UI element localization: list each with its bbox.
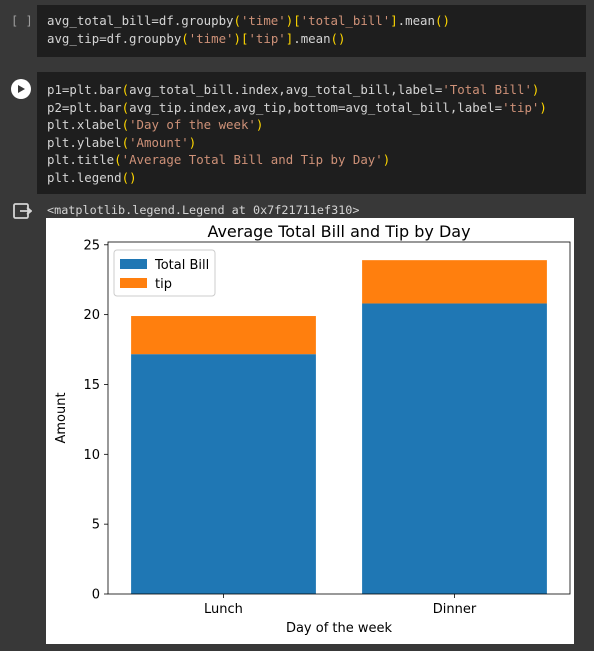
cell-2-code-token: ) — [382, 152, 391, 168]
cell-2-code-token: p1=plt.bar — [47, 82, 122, 97]
cell-2-code-token: 'Total Bill' — [442, 82, 532, 97]
chart-figure: Lunch Dinner 0 5 10 15 20 25 Average Total Bill … — [46, 218, 574, 644]
cell-1-code-token: ] — [390, 13, 398, 28]
y-tick-label: 20 — [83, 308, 100, 323]
cell-1-code-token: 'time' — [188, 30, 234, 46]
y-tick-label: 15 — [83, 378, 100, 393]
chart-title: Average Total Bill and Tip by Day — [207, 222, 470, 241]
bar-total-bill-dinner — [362, 303, 547, 594]
legend-swatch-tip — [120, 278, 147, 288]
cell-2-code-line: p1=plt.bar(avg_total_bill.index,avg_tota… — [47, 81, 539, 99]
y-axis-label: Amount — [54, 392, 69, 443]
cell-1-code-token: ] — [285, 30, 294, 46]
y-tick-label: 5 — [92, 518, 100, 533]
cell-1-code-token: 'time' — [240, 13, 286, 28]
cell-1-code-token: ( — [233, 13, 241, 28]
cell-2-code-token: ) — [188, 134, 197, 150]
cell-output-text: <matplotlib.legend.Legend at 0x7f21711ef… — [47, 203, 360, 217]
cell-1-code-token: 'total_bill' — [300, 13, 391, 28]
cell-2-code-token: ( — [114, 152, 122, 168]
x-tick-label: Dinner — [433, 602, 477, 617]
cell-2-code-token: plt.title — [47, 152, 115, 168]
cell-2-code-token: () — [121, 170, 137, 185]
code-cell-1: [ ] avg_total_bill=df.groupby('time')['t… — [0, 0, 594, 60]
cell-1-code-token: 'tip' — [248, 30, 286, 46]
cell-2-editor[interactable]: p1=plt.bar(avg_total_bill.index,avg_tota… — [37, 72, 586, 194]
cell-2-code-line: plt.xlabel('Day of the week') — [47, 116, 263, 134]
x-tick-label: Lunch — [204, 602, 243, 617]
cell-1-code-token: ( — [181, 30, 189, 46]
cell-1-code-token: .mean — [293, 30, 331, 46]
y-tick-label: 10 — [83, 448, 100, 463]
cell-2-code-line: plt.legend() — [47, 169, 137, 187]
y-tick-label: 25 — [83, 238, 100, 253]
cell-1-code-token: () — [434, 13, 450, 28]
cell-2-code-token: 'Average Total Bill and Tip by Day' — [121, 152, 383, 168]
cell-1-editor[interactable]: avg_total_bill=df.groupby('time')['total… — [37, 5, 586, 57]
cell-2-code-token: ) — [539, 99, 547, 115]
cell-1-code-token: avg_tip=df.groupby — [47, 30, 182, 46]
cell-2-code-token: avg_total_bill.index,avg_total_bill,labe… — [129, 82, 443, 97]
cell-2-code-token: 'Amount' — [129, 134, 189, 150]
cell-1-code-token: avg_total_bill=df.groupby — [47, 13, 234, 28]
cell-2-code-token: plt.ylabel — [47, 134, 122, 150]
cell-1-execution-prompt[interactable]: [ ] — [11, 14, 33, 28]
cell-2-code-token: ( — [121, 134, 130, 150]
bar-tip-dinner — [362, 260, 547, 304]
cell-1-code-token: [ — [240, 30, 249, 46]
cell-2-code-token: ( — [121, 99, 130, 115]
x-axis-label: Day of the week — [286, 621, 393, 636]
cell-1-code-token: [ — [293, 13, 301, 28]
cell-2-code-token: plt.legend — [47, 170, 122, 185]
cell-1-code-token: ) — [233, 30, 241, 46]
cell-2-code-token: p2=plt.bar — [47, 99, 122, 115]
cell-2-code-token: ( — [121, 117, 130, 133]
cell-2-code-token: 'Day of the week' — [129, 117, 256, 133]
cell-2-code-line: plt.title('Average Total Bill and Tip by… — [47, 151, 390, 169]
cell-1-code-token: ) — [285, 13, 294, 28]
cell-2-code-line: plt.ylabel('Amount') — [47, 134, 196, 152]
play-icon — [18, 85, 25, 93]
cell-2-code-token: ) — [531, 82, 540, 97]
code-cell-2: p1=plt.bar(avg_total_bill.index,avg_tota… — [0, 68, 594, 651]
stacked-bar-chart: Lunch Dinner 0 5 10 15 20 25 Average Total Bill … — [54, 222, 571, 636]
cell-2-code-token: ) — [255, 117, 264, 133]
legend-swatch-total-bill — [120, 259, 147, 269]
bar-total-bill-lunch — [131, 354, 316, 594]
y-tick-label: 0 — [92, 588, 100, 603]
cell-2-code-token: ( — [121, 82, 130, 97]
cell-2-code-token: 'tip' — [502, 99, 540, 115]
axes-frame — [107, 241, 571, 595]
cell-1-code-line: avg_total_bill=df.groupby('time')['total… — [47, 12, 450, 30]
cell-1-code-line: avg_tip=df.groupby('time')['tip'].mean() — [47, 30, 345, 48]
legend-label-total-bill: Total Bill — [154, 258, 209, 273]
output-toggle-icon[interactable] — [12, 201, 32, 221]
cell-1-code-token: () — [330, 30, 346, 46]
legend-label-tip: tip — [155, 277, 172, 292]
cell-2-code-token: avg_tip.index,avg_tip,bottom=avg_total_b… — [129, 99, 503, 115]
cell-1-code-token: .mean — [397, 13, 435, 28]
run-cell-button[interactable] — [11, 79, 31, 99]
cell-2-code-token: plt.xlabel — [47, 117, 122, 133]
cell-2-code-line: p2=plt.bar(avg_tip.index,avg_tip,bottom=… — [47, 99, 547, 117]
bar-tip-lunch — [131, 316, 316, 355]
